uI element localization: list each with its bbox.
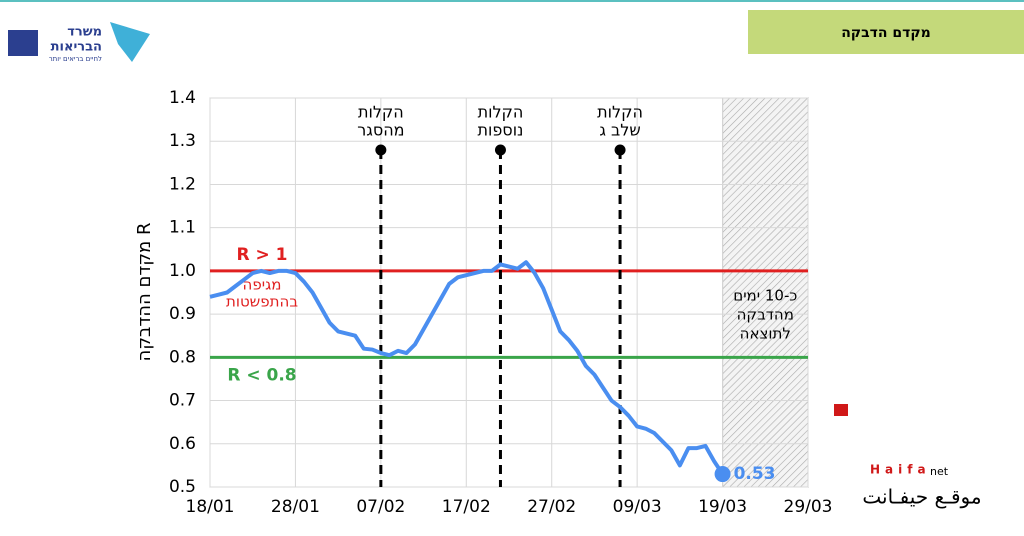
watermark-suffix: net xyxy=(930,465,949,478)
y-tick-label: 0.8 xyxy=(169,347,196,367)
reference-note: מגיפה xyxy=(243,275,282,293)
series-line xyxy=(209,260,725,476)
watermark-mark xyxy=(834,404,848,416)
event-dot xyxy=(375,144,387,156)
event-dot xyxy=(614,144,626,156)
event-dot xyxy=(494,144,506,156)
header-title: מקדם הדבקה xyxy=(841,25,931,41)
y-tick-label: 0.9 xyxy=(169,304,196,324)
y-axis-label: מקדם ההדבקה R xyxy=(134,222,155,361)
forecast-note: כ-10 ימים xyxy=(733,287,797,305)
y-tick-label: 1.3 xyxy=(169,131,196,151)
event-label: הקלות xyxy=(597,103,643,122)
logo-text: הבריאות xyxy=(51,40,102,55)
logo-text: לחיים בריאים יותר xyxy=(49,55,102,63)
x-tick-label: 28/01 xyxy=(271,497,320,517)
x-tick-label: 19/03 xyxy=(698,497,747,517)
event-label: נוספות xyxy=(477,121,523,140)
value-label: 0.53 xyxy=(734,464,776,484)
forecast-note: מהדבקה xyxy=(737,306,794,324)
header-box xyxy=(748,10,1024,54)
y-tick-label: 0.7 xyxy=(169,391,196,411)
top-rule xyxy=(0,0,1024,2)
forecast-region xyxy=(722,97,809,488)
event-label: מהסגר xyxy=(357,121,404,140)
reference-note: בהתפשטות xyxy=(226,292,298,310)
forecast-note: לתוצאה xyxy=(740,325,791,343)
x-tick-label: 18/01 xyxy=(186,497,235,517)
watermark-tagline: موقـع حيفـانت xyxy=(862,485,981,509)
last-point xyxy=(714,466,731,483)
watermark-brand: Haifa xyxy=(870,463,931,477)
event-label: הקלות xyxy=(358,103,404,122)
y-tick-label: 1.0 xyxy=(169,261,196,281)
logo-text: משרד xyxy=(67,25,102,40)
y-tick-label: 0.5 xyxy=(169,477,196,497)
y-tick-label: 1.4 xyxy=(169,88,196,108)
x-tick-label: 17/02 xyxy=(442,497,491,517)
x-tick-label: 27/02 xyxy=(527,497,576,517)
y-tick-label: 1.1 xyxy=(169,218,196,238)
event-label: הקלות xyxy=(478,103,524,122)
logo-icon xyxy=(8,30,38,56)
x-tick-label: 29/03 xyxy=(784,497,833,517)
reference-label: R < 0.8 xyxy=(227,365,296,385)
reference-label: R > 1 xyxy=(237,245,288,265)
y-tick-label: 1.2 xyxy=(169,174,196,194)
x-tick-label: 09/03 xyxy=(613,497,662,517)
y-tick-label: 0.6 xyxy=(169,434,196,454)
logo-mark xyxy=(110,22,150,62)
x-tick-label: 07/02 xyxy=(356,497,405,517)
event-label: שלב ג xyxy=(599,121,640,140)
plot-area xyxy=(209,97,809,488)
